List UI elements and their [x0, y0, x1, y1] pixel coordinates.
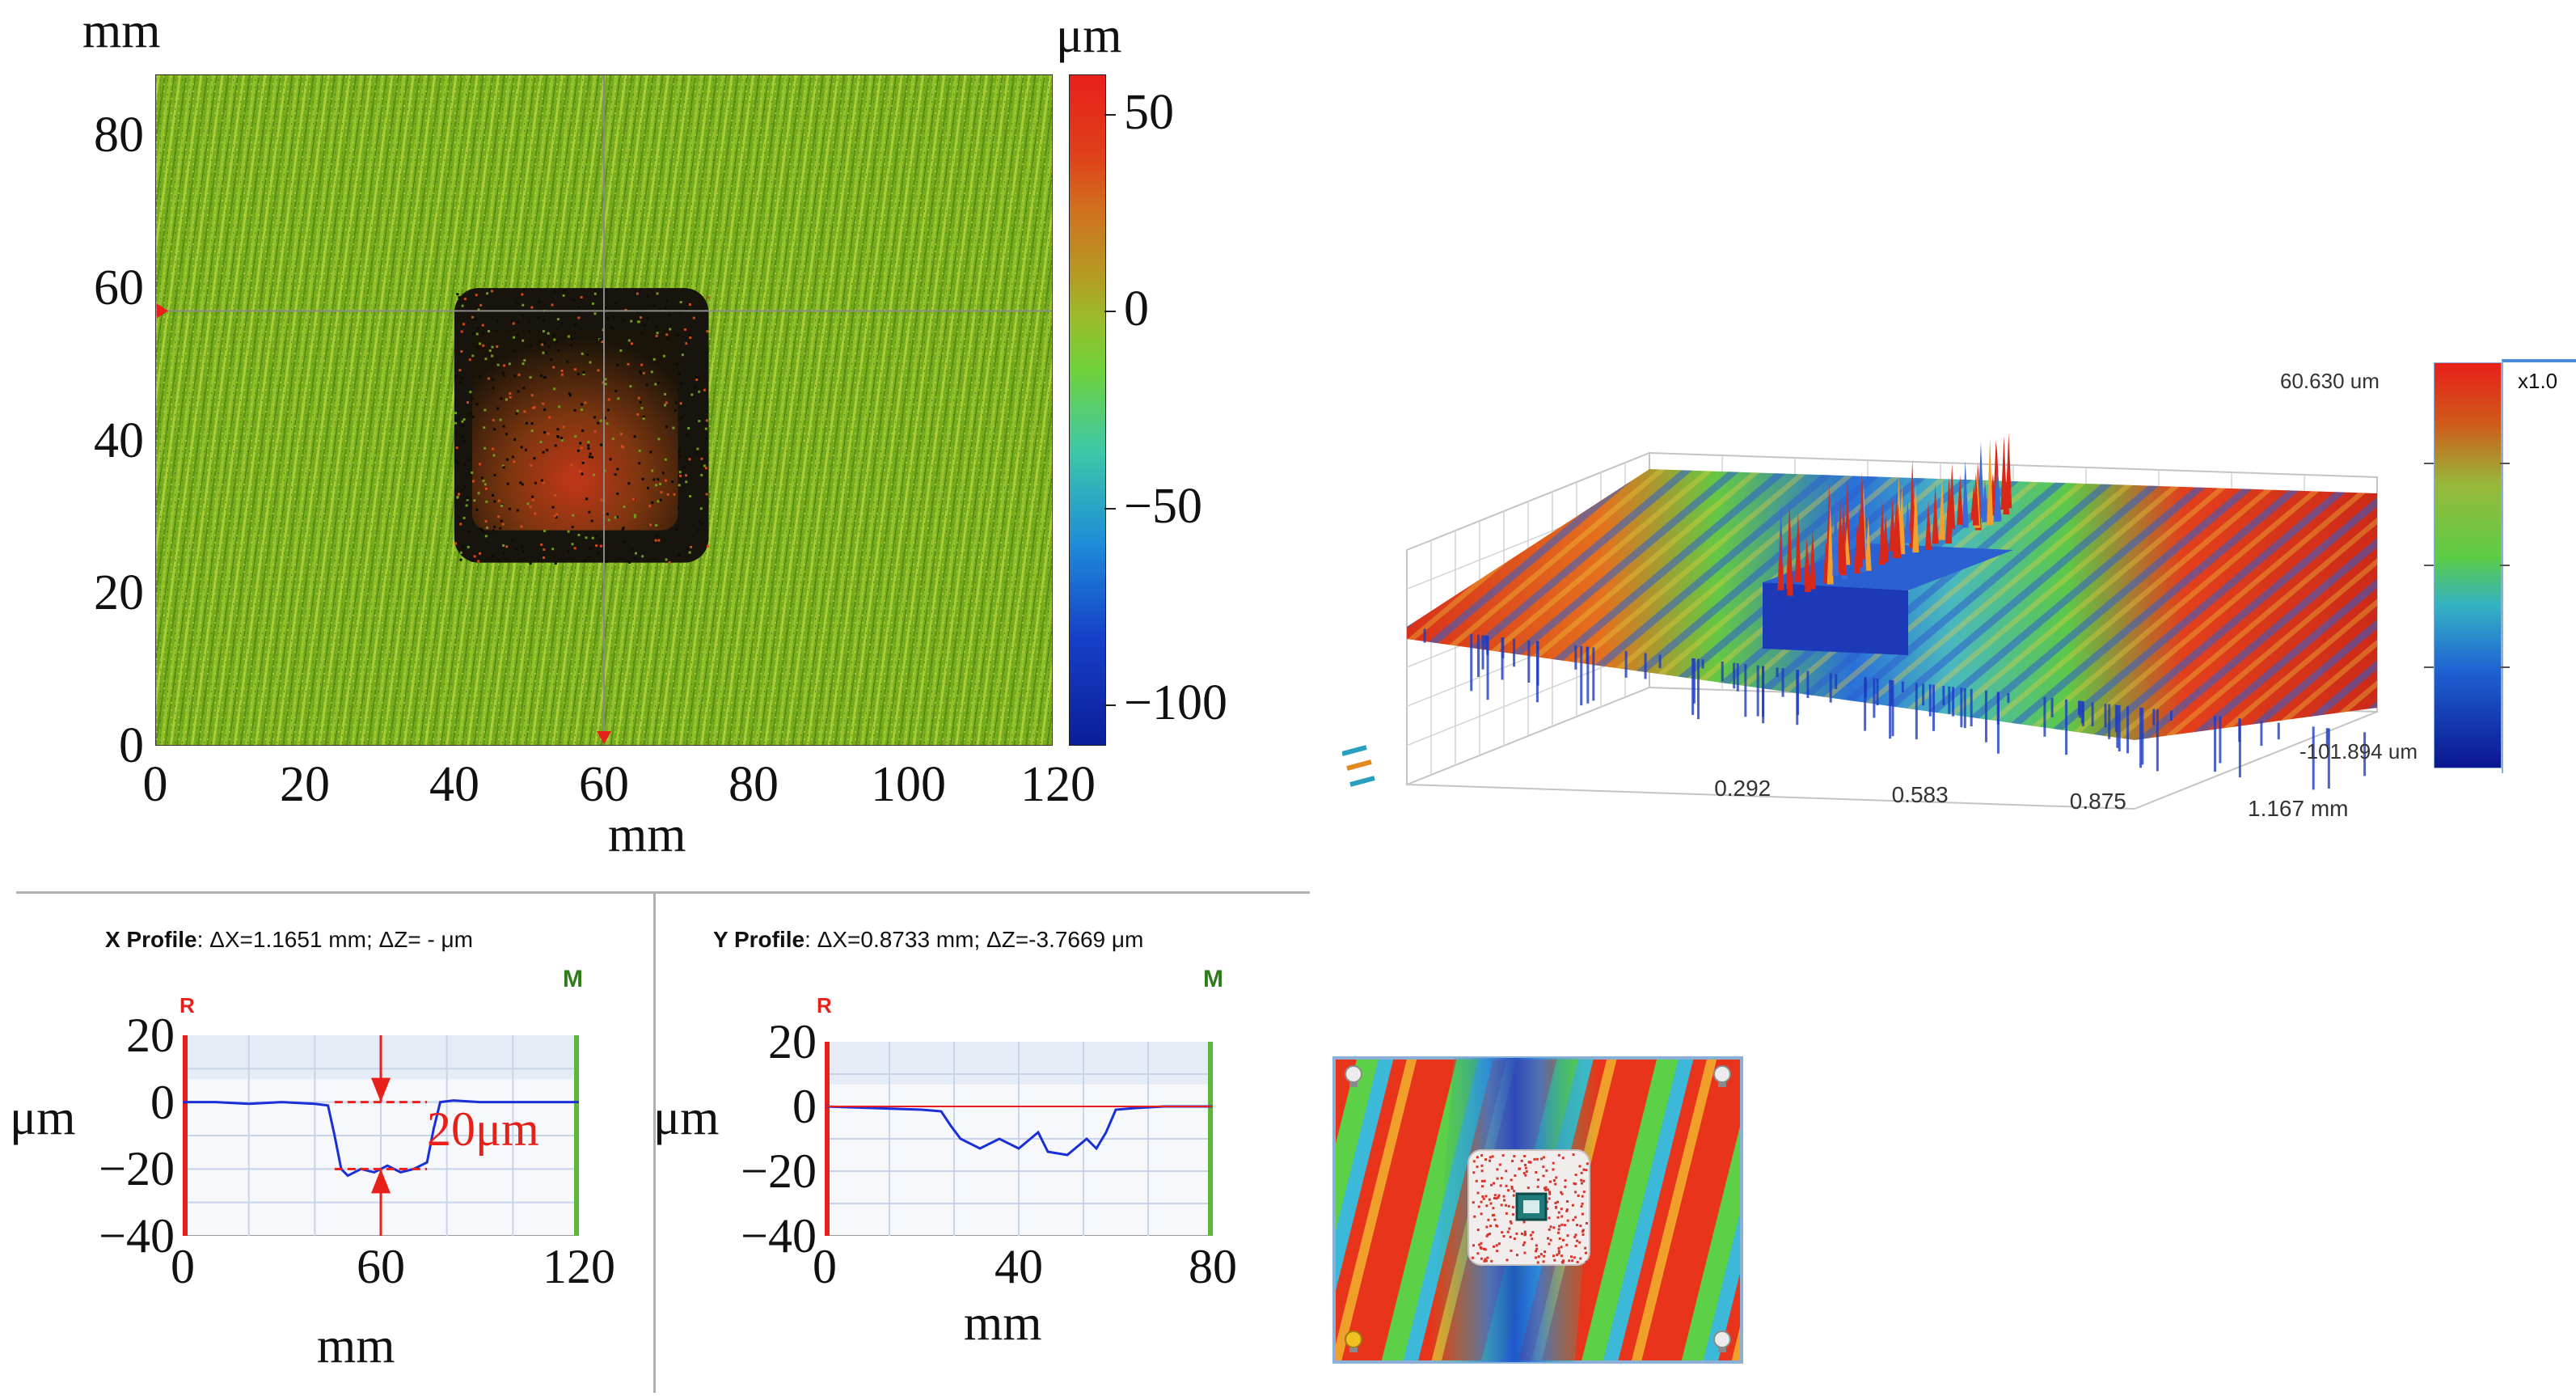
- bulb-icon[interactable]: [1713, 1330, 1731, 1352]
- depth-arrowhead-bottom: [371, 1169, 391, 1194]
- scale-factor[interactable]: x1.0: [2518, 369, 2558, 393]
- colorbar-unit: μm: [1056, 8, 1122, 63]
- indent-core: [472, 328, 678, 531]
- scale-3d-colorbar: [2434, 362, 2502, 768]
- axis-orientation-icon[interactable]: [1342, 745, 1375, 787]
- y-profile-ytick: −20: [741, 1144, 817, 1198]
- surface-xtick: 0.875: [2069, 789, 2126, 814]
- heatmap-ylabel: mm: [82, 3, 161, 58]
- heatmap-plot: [155, 74, 1053, 746]
- heatmap-xtick: 40: [429, 757, 479, 812]
- x-profile-ytick: 0: [150, 1075, 175, 1129]
- heatmap-xtick: 100: [871, 757, 946, 812]
- heatmap-xtick: 80: [728, 757, 779, 812]
- colorbar-tick-mark: [1104, 311, 1116, 313]
- thumbnail-view[interactable]: [1332, 1056, 1743, 1364]
- surface-xtick: 0.583: [1891, 781, 1949, 807]
- x-profile-plot: [183, 1035, 579, 1236]
- heatmap-xlabel: mm: [608, 807, 686, 862]
- scale-min-label: -101.894 um: [2299, 739, 2418, 764]
- heatmap-ytick: 0: [119, 718, 144, 773]
- colorbar-tick: −100: [1124, 675, 1227, 731]
- y-profile-ytick: 20: [768, 1015, 817, 1068]
- bulb-icon[interactable]: [1713, 1065, 1731, 1087]
- colorbar: [1069, 74, 1106, 746]
- colorbar-tick: −50: [1124, 478, 1202, 534]
- scale-3d-panel: [2502, 359, 2576, 773]
- heatmap-xtick: 120: [1020, 757, 1096, 812]
- depth-arrowhead-top: [371, 1077, 391, 1102]
- scale-max-label: 60.630 um: [2280, 369, 2380, 393]
- surface-xtick: 1.167 mm: [2248, 796, 2349, 821]
- x-profile-ytick: −40: [99, 1209, 175, 1263]
- y-marker-triangle: [157, 303, 168, 319]
- pit-3d: [1763, 582, 1908, 655]
- y-profile-marker-r[interactable]: R: [817, 993, 832, 1017]
- x-profile-ylabel: μm: [10, 1090, 76, 1145]
- y-profile-marker-m[interactable]: M: [1203, 966, 1223, 992]
- colorbar-tick-mark: [1104, 113, 1116, 116]
- heatmap-ytick: 40: [94, 412, 144, 468]
- colorbar-tick-mark: [1104, 507, 1116, 510]
- x-profile-ytick: −20: [99, 1142, 175, 1196]
- y-profile-ytick: 0: [792, 1080, 817, 1133]
- x-profile-marker-m[interactable]: M: [563, 966, 583, 992]
- divider-horizontal: [16, 891, 1310, 894]
- heatmap-xtick: 0: [142, 757, 168, 812]
- colorbar-tick: 50: [1124, 84, 1174, 140]
- x-profile-xtick: 60: [357, 1240, 405, 1293]
- x-profile-xlabel: mm: [317, 1318, 395, 1373]
- y-profile-series-line: [825, 1105, 1213, 1157]
- profile-crosshair[interactable]: [155, 74, 1053, 746]
- y-profile-ytick: −40: [741, 1209, 817, 1263]
- x-profile-ytick: 20: [126, 1009, 175, 1062]
- colorbar-tick: 0: [1124, 281, 1149, 337]
- y-profile-xtick: 40: [995, 1240, 1043, 1293]
- x-profile-title: X Profile: ΔX=1.1651 mm; ΔZ= - μm: [105, 927, 474, 952]
- x-profile-marker-r[interactable]: R: [179, 993, 195, 1017]
- x-marker-triangle: [597, 731, 611, 744]
- surface-xtick: 0.292: [1714, 775, 1772, 801]
- heatmap-ytick: 60: [94, 260, 144, 316]
- y-profile-plot: [825, 1042, 1213, 1236]
- indent-region: [454, 288, 710, 565]
- heatmap-ytick: 20: [94, 565, 144, 621]
- heatmap-frame: [155, 74, 1053, 746]
- y-profile-xlabel: mm: [964, 1296, 1042, 1351]
- depth-annotation: 20μm: [427, 1102, 539, 1156]
- colorbar-tick-mark: [1104, 704, 1116, 707]
- surface-3d-view: [1342, 432, 2378, 810]
- y-profile-xtick: 0: [813, 1240, 837, 1293]
- bulb-lit-icon[interactable]: [1345, 1330, 1362, 1352]
- y-profile-title: Y Profile: ΔX=0.8733 mm; ΔZ=-3.7669 μm: [713, 927, 1144, 952]
- divider-vertical: [653, 891, 656, 1393]
- x-profile-xtick: 120: [543, 1240, 615, 1293]
- y-profile-ylabel: μm: [653, 1090, 720, 1145]
- heatmap-xtick: 60: [579, 757, 629, 812]
- bulb-icon[interactable]: [1345, 1065, 1362, 1087]
- heatmap-xtick: 20: [280, 757, 330, 812]
- y-profile-xtick: 80: [1189, 1240, 1237, 1293]
- heatmap-ytick: 80: [94, 108, 144, 163]
- x-profile-xtick: 0: [171, 1240, 195, 1293]
